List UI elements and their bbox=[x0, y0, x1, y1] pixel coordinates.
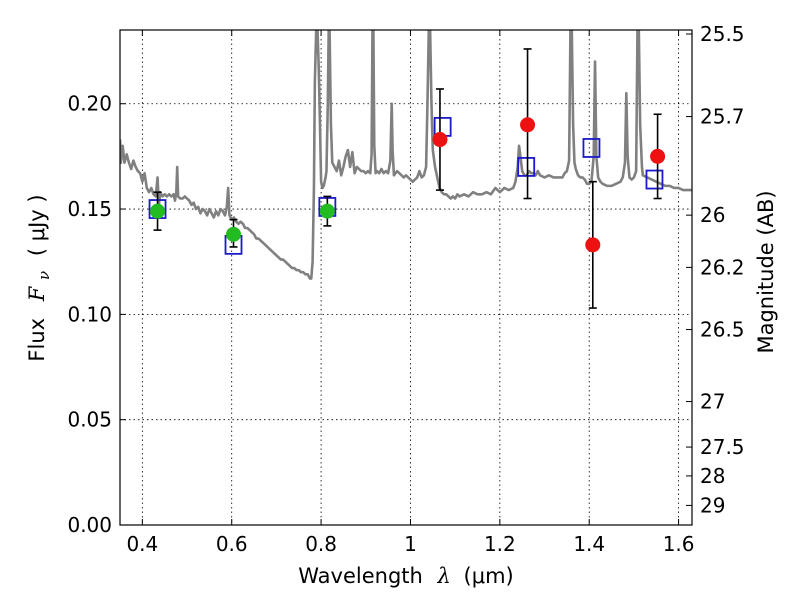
ir-observed-point bbox=[650, 148, 666, 164]
ir-observed-point bbox=[432, 132, 448, 148]
ir-observed-point bbox=[585, 237, 601, 253]
optical-observed-point bbox=[319, 203, 335, 219]
x-axis-title-text: Wavelength bbox=[298, 564, 423, 588]
x-axis-title: Wavelength λ (μm) bbox=[298, 564, 513, 588]
y2-tick-label: 27.5 bbox=[700, 435, 745, 459]
y2-tick-label: 26.5 bbox=[700, 318, 745, 342]
y2-tick-label: 25.7 bbox=[700, 105, 745, 129]
x-tick-label: 0.8 bbox=[305, 532, 337, 556]
plot-background bbox=[120, 30, 692, 525]
y-tick-label: 0.05 bbox=[67, 408, 112, 432]
synthetic-photometry-square bbox=[517, 157, 536, 177]
y-axis-title-symbol: F bbox=[25, 285, 49, 302]
y-tick-label: 0.15 bbox=[67, 197, 112, 221]
x-tick-label: 1.2 bbox=[484, 532, 516, 556]
x-tick-label: 1.4 bbox=[573, 532, 605, 556]
y-tick-label: 0.20 bbox=[67, 92, 112, 116]
optical-observed-point bbox=[150, 203, 166, 219]
plot-frame bbox=[119, 29, 693, 526]
y2-tick-label: 26.2 bbox=[700, 255, 745, 279]
plot-area bbox=[120, 30, 692, 309]
y-axis-title-text: Flux bbox=[25, 318, 49, 362]
model-spectrum-line bbox=[120, 30, 692, 280]
y-tick-label: 0.10 bbox=[67, 302, 112, 326]
x-axis-title-unit: (μm) bbox=[464, 564, 514, 588]
y-tick-label: 0.00 bbox=[67, 513, 112, 537]
x-tick-label: 0.6 bbox=[216, 532, 248, 556]
y-axis-title-subscript: ν bbox=[35, 271, 53, 280]
tick-marks bbox=[120, 30, 692, 526]
y-axis-title: Flux F ν ( μJy ) bbox=[25, 194, 54, 361]
y2-tick-label: 26 bbox=[700, 203, 725, 227]
x-tick-label: 1.6 bbox=[663, 532, 695, 556]
synthetic-photometry-square bbox=[645, 169, 664, 190]
y2-tick-label: 27 bbox=[700, 390, 725, 414]
y2-tick-label: 29 bbox=[700, 493, 725, 517]
y2-axis-title: Magnitude (AB) bbox=[754, 190, 778, 353]
y2-tick-label: 25.5 bbox=[700, 22, 745, 46]
ir-observed-point bbox=[520, 117, 536, 133]
y2-tick-label: 28 bbox=[700, 464, 725, 488]
x-tick-label: 0.4 bbox=[126, 532, 158, 556]
x-axis-title-symbol: λ bbox=[437, 564, 451, 588]
synthetic-photometry-square bbox=[582, 138, 601, 158]
optical-observed-point bbox=[226, 226, 242, 242]
x-tick-label: 1 bbox=[404, 532, 417, 556]
grid-lines bbox=[120, 30, 692, 526]
y-axis-title-unit: ( μJy ) bbox=[25, 194, 49, 256]
